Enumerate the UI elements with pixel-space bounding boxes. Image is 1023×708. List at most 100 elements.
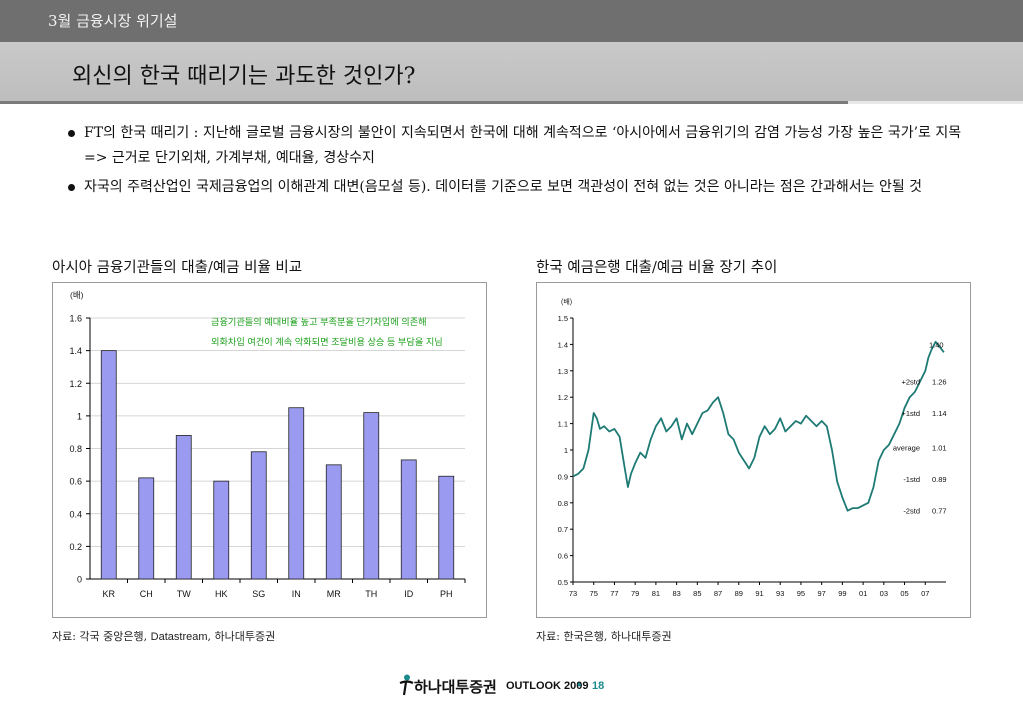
x-tick-label: HK [215,589,228,599]
x-tick-label: 75 [590,589,598,598]
bullet-item: 자국의 주력산업인 국제금융업의 이해관계 대변(음모설 등). 데이터를 기준… [68,175,988,200]
bar [363,412,380,580]
brand-name: 하나대투증권 [414,678,497,696]
x-tick-label: SG [252,589,265,599]
left-chart-source: 자료: 각국 중앙은행, Datastream, 하나대투증권 [52,628,275,644]
x-tick-label: 95 [797,589,805,598]
y-tick-label: 1.4 [558,340,568,349]
section-bar: 3월 금융시장 위기설 [0,0,1023,42]
y-tick-label: 1.3 [558,367,568,376]
x-tick-label: 89 [735,589,743,598]
series-line [572,340,945,512]
x-tick-label: 83 [672,589,680,598]
reference-name-label: +1std [901,409,920,418]
y-tick-label: 1.2 [69,379,82,389]
x-tick-label: MR [327,589,341,599]
x-tick-label: 07 [921,589,929,598]
outlook-label: OUTLOOK 2009 [506,680,589,692]
y-tick-label: 1.1 [558,420,568,429]
bullet-item: FT의 한국 때리기 : 지난해 글로벌 금융시장의 불안이 지속되면서 한국에… [68,121,988,171]
bar [438,475,455,580]
reference-value-label: 1.14 [932,409,947,418]
y-tick-label: 1 [77,411,82,421]
reference-value-label: 0.89 [932,475,947,484]
y-tick-label: 0.6 [69,477,82,487]
title-rule [0,101,1023,104]
y-unit-label: (배) [70,290,84,300]
bar-chart-frame: (배) 0 0.2 0.4 0.6 0.8 1 1.2 1.4 1.6 KR CH TW HK SG IN MR… [52,282,487,618]
bullet-dot [68,130,75,137]
reference-name-label: +2std [901,377,920,386]
x-tick-label: CH [140,589,153,599]
bar [175,435,192,580]
y-tick-label: 1.6 [69,314,82,324]
bar [400,459,417,580]
x-tick-label: 01 [859,589,867,598]
footer: 하나대투증권 OUTLOOK 2009 • 18 [398,674,638,698]
source-latin: Datastream [150,631,208,643]
section-label: 3월 금융시장 위기설 [48,12,178,30]
x-tick-label: 97 [817,589,825,598]
brand-logo-icon [399,674,414,696]
page-title: 외신의 한국 때리기는 과도한 것인가? [72,64,416,89]
right-chart-source: 자료: 한국은행, 하나대투증권 [536,630,672,643]
y-tick-label: 0.8 [558,499,568,508]
y-tick-label: 0.7 [558,525,568,534]
source-suffix: , 하나대투증권 [207,630,276,643]
footer-separator: • [576,679,583,692]
x-tick-label: 85 [693,589,701,598]
y-unit-label: (배) [561,297,572,306]
bar-chart: (배) 0 0.2 0.4 0.6 0.8 1 1.2 1.4 1.6 KR CH TW HK SG IN MR… [69,290,466,599]
bullet-text: 자국의 주력산업인 국제금융업의 이해관계 대변(음모설 등). 데이터를 기준… [84,179,923,195]
x-tick-label: ID [404,589,414,599]
y-tick-label: 0.2 [69,542,82,552]
x-tick-label: 93 [776,589,784,598]
reference-name-label: -1std [903,475,920,484]
x-tick-label: TH [365,589,377,599]
x-tick-label: IN [292,589,301,599]
y-tick-label: 1.5 [558,314,568,323]
bar [138,477,155,580]
x-tick-label: 03 [880,589,888,598]
left-chart-title: 아시아 금융기관들의 대출/예금 비율 비교 [52,260,303,276]
x-tick-label: 91 [755,589,763,598]
x-tick-label: KR [102,589,115,599]
x-tick-label: 73 [569,589,577,598]
bullet-text: FT의 한국 때리기 : 지난해 글로벌 금융시장의 불안이 지속되면서 한국에… [84,125,962,166]
reference-value-label: 1.26 [932,377,947,386]
bar [325,464,342,580]
x-tick-label: 99 [838,589,846,598]
page-number: 18 [592,680,605,692]
title-bar: 외신의 한국 때리기는 과도한 것인가? [0,42,1023,104]
reference-name-label: average [893,443,920,452]
x-tick-label: 77 [610,589,618,598]
x-tick-label: 81 [652,589,660,598]
title-rule-accent [848,101,1023,104]
x-tick-label: PH [440,589,453,599]
line-chart-frame: (배) 0.5 0.6 0.7 0.8 0.9 1 1.1 1.2 1.3 1.4 1.5 73 75 77… [536,282,971,618]
y-tick-label: 0.8 [69,444,82,454]
y-tick-label: 0.6 [558,552,568,561]
y-tick-label: 0.5 [558,578,568,587]
bullet-list: FT의 한국 때리기 : 지난해 글로벌 금융시장의 불안이 지속되면서 한국에… [68,121,988,204]
source-prefix: 자료: 각국 중앙은행, [52,630,151,643]
y-tick-label: 1.2 [558,393,568,402]
y-tick-label: 0 [77,575,82,585]
reference-name-label: -2std [903,507,920,516]
y-tick-label: 0.9 [558,472,568,481]
y-tick-label: 1.4 [69,346,82,356]
x-tick-label: 87 [714,589,722,598]
peak-value-label: 1.40 [929,340,944,349]
reference-value-label: 1.01 [932,443,947,452]
reference-value-label: 0.77 [932,507,947,516]
bullet-dot [68,184,75,191]
line-chart: (배) 0.5 0.6 0.7 0.8 0.9 1 1.1 1.2 1.3 1.4 1.5 73 75 77… [558,297,947,598]
right-chart-title: 한국 예금은행 대출/예금 비율 장기 추이 [536,260,778,276]
bar [250,451,267,580]
bar [100,350,117,580]
y-tick-label: 1 [564,446,568,455]
annotation-text: 금융기관들의 예대비율 높고 부족분을 단기차입에 의존해 [211,316,427,327]
x-tick-label: 05 [900,589,908,598]
y-tick-label: 0.4 [69,509,82,519]
bar [288,407,305,580]
